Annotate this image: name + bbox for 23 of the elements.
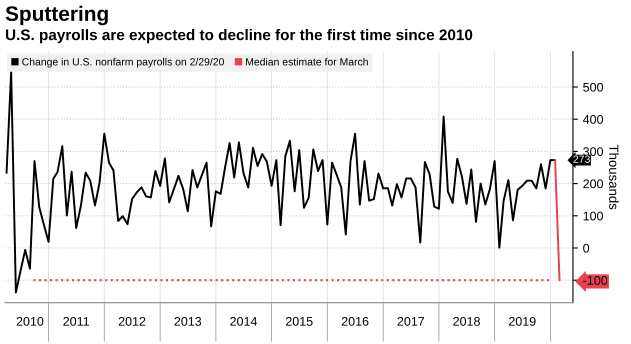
y-axis-title: Thousands — [609, 144, 619, 210]
chart-subtitle: U.S. payrolls are expected to decline for the first time since 2010 — [6, 29, 472, 44]
x-tick-label: 2012 — [118, 316, 146, 326]
y-tick-label: -100 — [583, 276, 608, 285]
x-tick-label: 2011 — [63, 316, 90, 326]
y-tick-label: 0 — [583, 244, 590, 253]
x-tick-label: 2015 — [286, 316, 313, 326]
y-tick-label: 100 — [584, 212, 604, 220]
legend-label: Change in U.S. nonfarm payrolls on 2/29/20 — [22, 58, 224, 68]
x-tick-label: 2014 — [230, 316, 258, 326]
y-tick-label: 500 — [583, 82, 604, 92]
x-tick-label: 2017 — [398, 316, 424, 326]
legend-label: Median estimate for March — [246, 58, 368, 66]
x-tick-label: 2010 — [16, 316, 44, 326]
x-tick-label: 2019 — [508, 316, 536, 326]
x-tick-label: 2018 — [453, 316, 480, 326]
y-tick-label: 200 — [583, 179, 604, 188]
chart-title: Sputtering — [6, 6, 108, 26]
annotation: 273 — [573, 156, 590, 163]
x-tick-label: 2013 — [174, 316, 202, 326]
x-tick-label: 2016 — [342, 316, 368, 326]
y-tick-label: 400 — [582, 115, 604, 124]
line-series — [6, 71, 556, 294]
